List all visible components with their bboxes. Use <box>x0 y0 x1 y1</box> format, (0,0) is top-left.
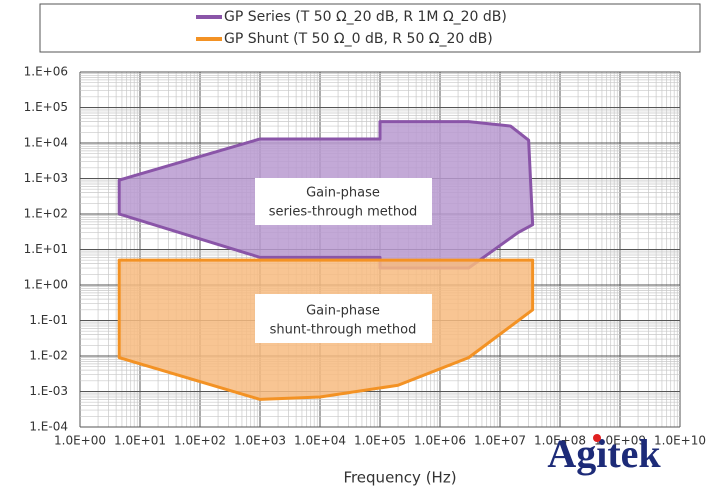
legend-label: GP Series (T 50 Ω_20 dB, R 1M Ω_20 dB) <box>224 9 507 25</box>
x-tick-label: 1.0E+02 <box>174 434 226 448</box>
annotation: shunt-through method <box>270 323 417 338</box>
x-tick-label: 1.0E+05 <box>354 434 406 448</box>
y-tick-label: 1.E+00 <box>24 278 68 292</box>
annotation-box <box>255 294 432 343</box>
x-tick-label: 1.0E+00 <box>54 434 106 448</box>
annotation: Gain-phase <box>306 304 380 319</box>
x-tick-label: 1.0E+06 <box>414 434 466 448</box>
y-tick-label: 1.E-03 <box>29 384 68 398</box>
legend-box <box>39 3 701 53</box>
watermark-dot <box>593 434 601 442</box>
x-tick-label: 1.0E+09 <box>594 434 646 448</box>
x-tick-label: 1.0E+01 <box>114 434 166 448</box>
annotation-box <box>255 178 432 225</box>
y-tick-label: 1.E+06 <box>24 65 68 79</box>
y-tick-label: 1.E+04 <box>24 136 68 150</box>
legend-label: GP Shunt (T 50 Ω_0 dB, R 50 Ω_20 dB) <box>224 31 493 47</box>
y-tick-label: 1.E+03 <box>24 171 68 185</box>
y-tick-label: 1.E-04 <box>29 420 68 434</box>
annotation: Gain-phase <box>306 186 380 201</box>
x-tick-label: 1.0E+07 <box>474 434 526 448</box>
y-tick-label: 1.E+01 <box>24 242 68 256</box>
annotation: series-through method <box>269 205 418 220</box>
y-tick-label: 1.E+02 <box>24 207 68 221</box>
x-tick-label: 1.0E+04 <box>294 434 346 448</box>
y-tick-label: 1.E-02 <box>29 349 68 363</box>
x-axis-label: Frequency (Hz) <box>343 469 456 487</box>
y-tick-label: 1.E+05 <box>24 100 68 114</box>
x-tick-label: 1.0E+08 <box>534 434 586 448</box>
x-tick-label: 1.0E+03 <box>234 434 286 448</box>
y-tick-label: 1.E-01 <box>29 313 68 327</box>
x-tick-label: 1.0E+10 <box>654 434 706 448</box>
watermark: Agitek <box>547 431 661 476</box>
